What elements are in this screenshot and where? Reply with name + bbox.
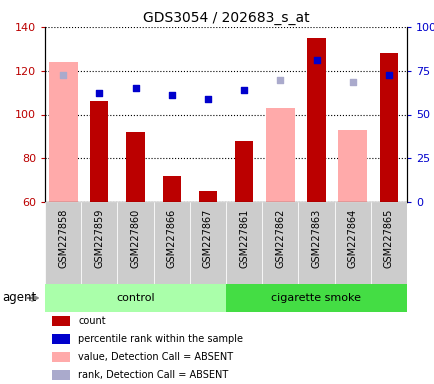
Point (95, 89, 102, 96)
Bar (126, 132, 144, 202)
Point (59, 72, 66, 78)
Bar (234, 141, 253, 202)
Bar (189, 202, 226, 284)
Bar (45, 202, 81, 284)
Bar (52, 370, 69, 380)
Text: GSM227865: GSM227865 (383, 209, 393, 268)
Text: GSM227864: GSM227864 (347, 209, 357, 268)
Bar (162, 176, 181, 202)
Text: cigarette smoke: cigarette smoke (271, 293, 361, 303)
Text: GSM227860: GSM227860 (130, 209, 140, 268)
Point (276, 76, 283, 83)
Text: GSM227861: GSM227861 (239, 209, 249, 268)
Text: percentile rank within the sample: percentile rank within the sample (78, 334, 243, 344)
Text: rank, Detection Call = ABSENT: rank, Detection Call = ABSENT (78, 370, 228, 380)
Bar (379, 53, 397, 202)
Text: GSM227863: GSM227863 (311, 209, 321, 268)
Point (132, 85, 138, 91)
Point (240, 88, 247, 94)
Title: GDS3054 / 202683_s_at: GDS3054 / 202683_s_at (142, 11, 309, 25)
Bar (334, 202, 370, 284)
Text: count: count (78, 316, 106, 326)
Bar (307, 38, 325, 202)
Bar (262, 202, 298, 284)
Point (168, 92, 175, 98)
Bar (52, 334, 69, 344)
Text: GSM227859: GSM227859 (94, 209, 104, 268)
Bar (338, 130, 366, 202)
Point (204, 96, 211, 102)
Text: GSM227862: GSM227862 (275, 209, 285, 268)
Text: control: control (116, 293, 155, 303)
Bar (81, 202, 117, 284)
Point (312, 57, 319, 63)
Bar (90, 101, 108, 202)
Text: GSM227858: GSM227858 (58, 209, 68, 268)
Bar (45, 284, 226, 312)
Bar (198, 191, 217, 202)
Bar (52, 352, 69, 362)
Point (385, 72, 391, 78)
Bar (265, 108, 294, 202)
Bar (298, 202, 334, 284)
Text: value, Detection Call = ABSENT: value, Detection Call = ABSENT (78, 352, 233, 362)
Bar (49, 62, 77, 202)
Bar (370, 202, 406, 284)
Text: GSM227867: GSM227867 (202, 209, 212, 268)
Bar (52, 316, 69, 326)
Text: GSM227866: GSM227866 (166, 209, 176, 268)
Bar (226, 202, 262, 284)
Bar (226, 284, 406, 312)
Point (349, 79, 355, 85)
Bar (153, 202, 189, 284)
Bar (117, 202, 153, 284)
Text: agent: agent (2, 291, 36, 305)
